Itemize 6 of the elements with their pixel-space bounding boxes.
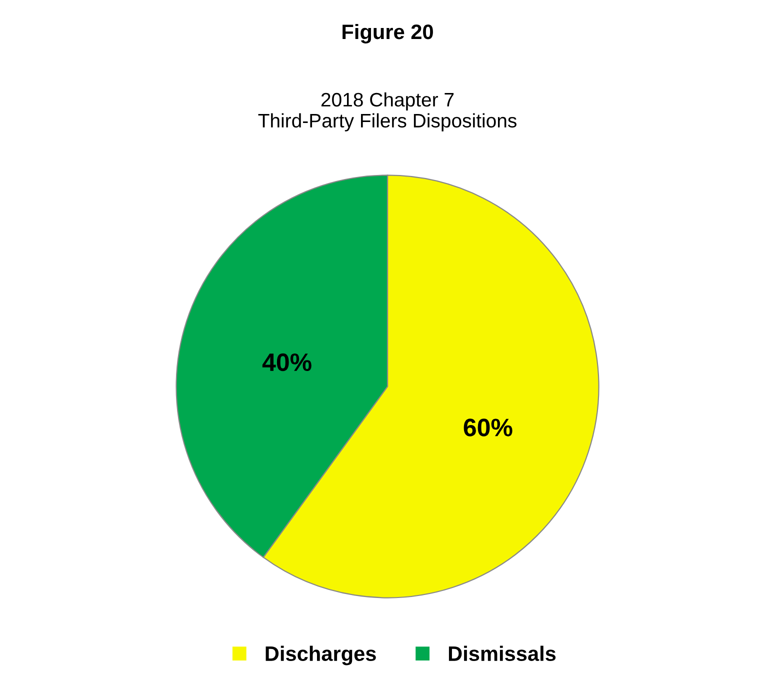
legend-label: Dismissals [448,646,556,662]
data-label: 40% [262,353,312,372]
chart-title: Figure 20 [342,24,433,44]
data-label: 60% [464,418,512,436]
legend-label: Discharges [266,646,376,666]
chart-subtitle: 2018 Chapter 7 Third-Party Filers Dispositions [258,92,516,132]
